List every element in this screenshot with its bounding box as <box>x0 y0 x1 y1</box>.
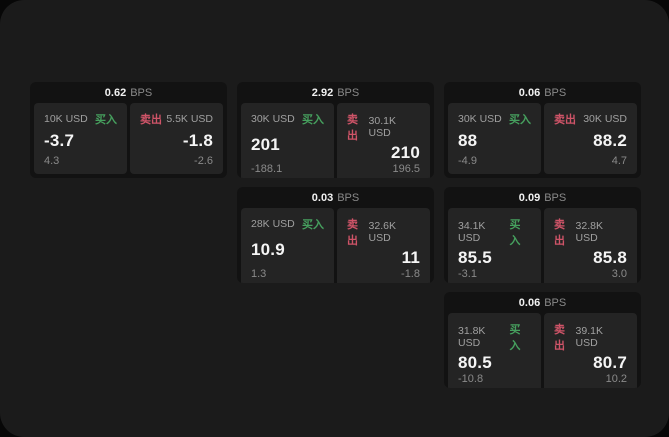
sell-price: 88.2 <box>593 131 627 150</box>
quote-card: 0.06 BPS 30K USD 买入 88 -4.9 卖出 30K USD 8… <box>444 82 641 178</box>
spread-value: 0.62 <box>104 86 127 99</box>
spread-unit: BPS <box>337 191 360 204</box>
sell-side-label: 卖出 <box>554 114 576 126</box>
sell-price: 85.8 <box>593 248 627 267</box>
spread-header: 0.06 BPS <box>444 292 641 313</box>
spread-value: 0.03 <box>311 191 334 204</box>
quote-card: 0.09 BPS 34.1K USD 买入 85.5 -3.1 卖出 32.8K… <box>444 187 641 283</box>
sell-amount-label: 32.8K USD <box>575 220 603 244</box>
spread-header: 0.03 BPS <box>237 187 434 208</box>
spread-value: 0.06 <box>518 296 541 309</box>
sell-amount-label: 5.5K USD <box>166 113 213 125</box>
buy-price: 10.9 <box>251 240 285 259</box>
sell-price: 210 <box>391 143 420 162</box>
sell-change: 10.2 <box>605 373 627 385</box>
quote-card: 0.03 BPS 28K USD 买入 10.9 1.3 卖出 32.6K US… <box>237 187 434 283</box>
quote-card-grid: 0.62 BPS 10K USD 买入 -3.7 4.3 卖出 5.5K USD… <box>30 82 641 388</box>
buy-panel[interactable]: 30K USD 买入 201 -188.1 <box>241 103 334 178</box>
spread-value: 0.09 <box>518 191 541 204</box>
buy-amount-label: 34.1K USD <box>458 220 486 244</box>
sell-change: -1.8 <box>401 268 420 280</box>
buy-panel[interactable]: 10K USD 买入 -3.7 4.3 <box>34 103 127 174</box>
sell-panel[interactable]: 卖出 32.8K USD 85.8 3.0 <box>544 208 637 283</box>
spread-unit: BPS <box>130 86 153 99</box>
buy-price: 85.5 <box>458 248 492 267</box>
buy-panel[interactable]: 31.8K USD 买入 80.5 -10.8 <box>448 313 541 388</box>
buy-panel[interactable]: 30K USD 买入 88 -4.9 <box>448 103 541 174</box>
buy-change: -10.8 <box>458 373 484 385</box>
sell-price: 80.7 <box>593 353 627 372</box>
buy-price: 201 <box>251 135 280 154</box>
buy-side-label: 买入 <box>509 219 521 247</box>
sell-panel[interactable]: 卖出 39.1K USD 80.7 10.2 <box>544 313 637 388</box>
buy-panel[interactable]: 28K USD 买入 10.9 1.3 <box>241 208 334 283</box>
sell-panel[interactable]: 卖出 30K USD 88.2 4.7 <box>544 103 637 174</box>
sell-side-label: 卖出 <box>554 219 565 247</box>
quote-card: 0.62 BPS 10K USD 买入 -3.7 4.3 卖出 5.5K USD… <box>30 82 227 178</box>
buy-side-label: 买入 <box>509 324 521 352</box>
quote-card: 2.92 BPS 30K USD 买入 201 -188.1 卖出 30.1K … <box>237 82 434 178</box>
sell-amount-label: 39.1K USD <box>575 325 603 349</box>
quote-card: 0.06 BPS 31.8K USD 买入 80.5 -10.8 卖出 39.1… <box>444 292 641 388</box>
buy-amount-label: 10K USD <box>44 113 88 125</box>
sell-price: 11 <box>401 248 420 267</box>
sell-side-label: 卖出 <box>140 114 162 126</box>
sell-amount-label: 30.1K USD <box>368 115 396 139</box>
spread-value: 2.92 <box>311 86 334 99</box>
sell-panel[interactable]: 卖出 5.5K USD -1.8 -2.6 <box>130 103 223 174</box>
spread-unit: BPS <box>544 191 567 204</box>
buy-side-label: 买入 <box>302 219 324 231</box>
sell-panel[interactable]: 卖出 32.6K USD 11 -1.8 <box>337 208 430 283</box>
spread-unit: BPS <box>544 296 567 309</box>
buy-amount-label: 30K USD <box>251 113 295 125</box>
sell-side-label: 卖出 <box>554 324 565 352</box>
buy-side-label: 买入 <box>509 114 531 126</box>
buy-price: 80.5 <box>458 353 492 372</box>
spread-value: 0.06 <box>518 86 541 99</box>
buy-change: 1.3 <box>251 268 267 280</box>
buy-panel[interactable]: 34.1K USD 买入 85.5 -3.1 <box>448 208 541 283</box>
sell-amount-label: 30K USD <box>583 113 627 125</box>
buy-change: -3.1 <box>458 268 477 280</box>
sell-price: -1.8 <box>182 131 213 150</box>
spread-unit: BPS <box>544 86 567 99</box>
sell-side-label: 卖出 <box>347 114 358 142</box>
sell-change: -2.6 <box>194 155 213 167</box>
buy-amount-label: 31.8K USD <box>458 325 486 349</box>
buy-change: -4.9 <box>458 155 477 167</box>
buy-change: -188.1 <box>251 163 283 175</box>
buy-price: -3.7 <box>44 131 75 150</box>
sell-change: 3.0 <box>611 268 627 280</box>
buy-price: 88 <box>458 131 478 150</box>
spread-header: 0.06 BPS <box>444 82 641 103</box>
sell-change: 196.5 <box>392 163 420 175</box>
spread-header: 0.62 BPS <box>30 82 227 103</box>
buy-side-label: 买入 <box>302 114 324 126</box>
spread-unit: BPS <box>337 86 360 99</box>
buy-amount-label: 30K USD <box>458 113 502 125</box>
sell-side-label: 卖出 <box>347 219 358 247</box>
sell-amount-label: 32.6K USD <box>368 220 396 244</box>
buy-amount-label: 28K USD <box>251 218 295 230</box>
buy-change: 4.3 <box>44 155 60 167</box>
sell-panel[interactable]: 卖出 30.1K USD 210 196.5 <box>337 103 430 178</box>
spread-header: 0.09 BPS <box>444 187 641 208</box>
spread-header: 2.92 BPS <box>237 82 434 103</box>
buy-side-label: 买入 <box>95 114 117 126</box>
sell-change: 4.7 <box>611 155 627 167</box>
